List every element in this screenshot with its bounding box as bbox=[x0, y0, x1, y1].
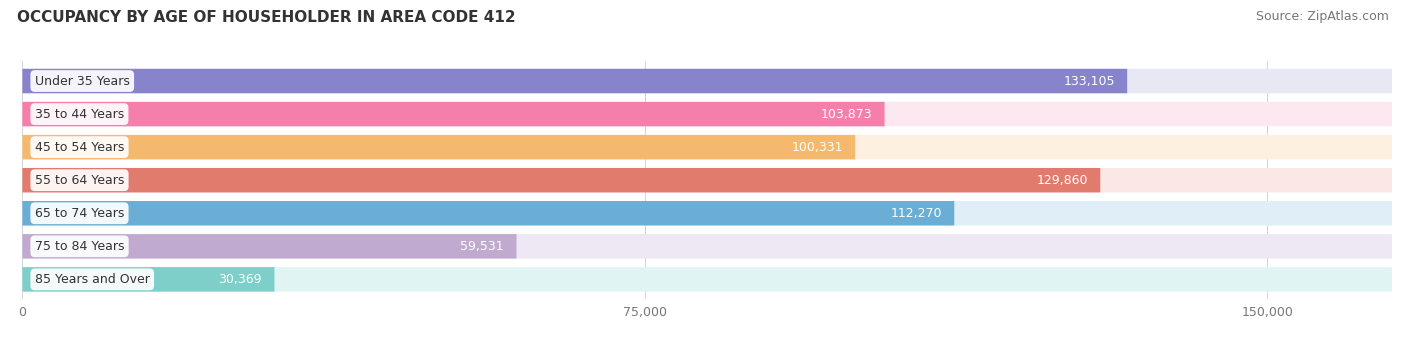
FancyBboxPatch shape bbox=[22, 135, 855, 159]
Text: OCCUPANCY BY AGE OF HOUSEHOLDER IN AREA CODE 412: OCCUPANCY BY AGE OF HOUSEHOLDER IN AREA … bbox=[17, 10, 516, 25]
FancyBboxPatch shape bbox=[22, 102, 1392, 126]
FancyBboxPatch shape bbox=[22, 234, 1392, 258]
FancyBboxPatch shape bbox=[22, 69, 1128, 93]
FancyBboxPatch shape bbox=[22, 234, 516, 258]
FancyBboxPatch shape bbox=[22, 168, 1101, 192]
Text: 133,105: 133,105 bbox=[1063, 74, 1115, 87]
Text: 75 to 84 Years: 75 to 84 Years bbox=[35, 240, 124, 253]
Text: 112,270: 112,270 bbox=[890, 207, 942, 220]
Text: 45 to 54 Years: 45 to 54 Years bbox=[35, 141, 124, 154]
Text: 35 to 44 Years: 35 to 44 Years bbox=[35, 107, 124, 121]
Text: 85 Years and Over: 85 Years and Over bbox=[35, 273, 149, 286]
Text: 59,531: 59,531 bbox=[460, 240, 503, 253]
FancyBboxPatch shape bbox=[22, 201, 955, 225]
FancyBboxPatch shape bbox=[22, 201, 1392, 225]
Text: Under 35 Years: Under 35 Years bbox=[35, 74, 129, 87]
FancyBboxPatch shape bbox=[22, 135, 1392, 159]
FancyBboxPatch shape bbox=[22, 69, 1392, 93]
FancyBboxPatch shape bbox=[22, 168, 1392, 192]
Text: Source: ZipAtlas.com: Source: ZipAtlas.com bbox=[1256, 10, 1389, 23]
Text: 100,331: 100,331 bbox=[792, 141, 842, 154]
FancyBboxPatch shape bbox=[22, 267, 274, 292]
Text: 65 to 74 Years: 65 to 74 Years bbox=[35, 207, 124, 220]
Text: 129,860: 129,860 bbox=[1036, 174, 1088, 187]
Text: 103,873: 103,873 bbox=[821, 107, 872, 121]
FancyBboxPatch shape bbox=[22, 267, 1392, 292]
FancyBboxPatch shape bbox=[22, 102, 884, 126]
Text: 30,369: 30,369 bbox=[218, 273, 262, 286]
Text: 55 to 64 Years: 55 to 64 Years bbox=[35, 174, 124, 187]
